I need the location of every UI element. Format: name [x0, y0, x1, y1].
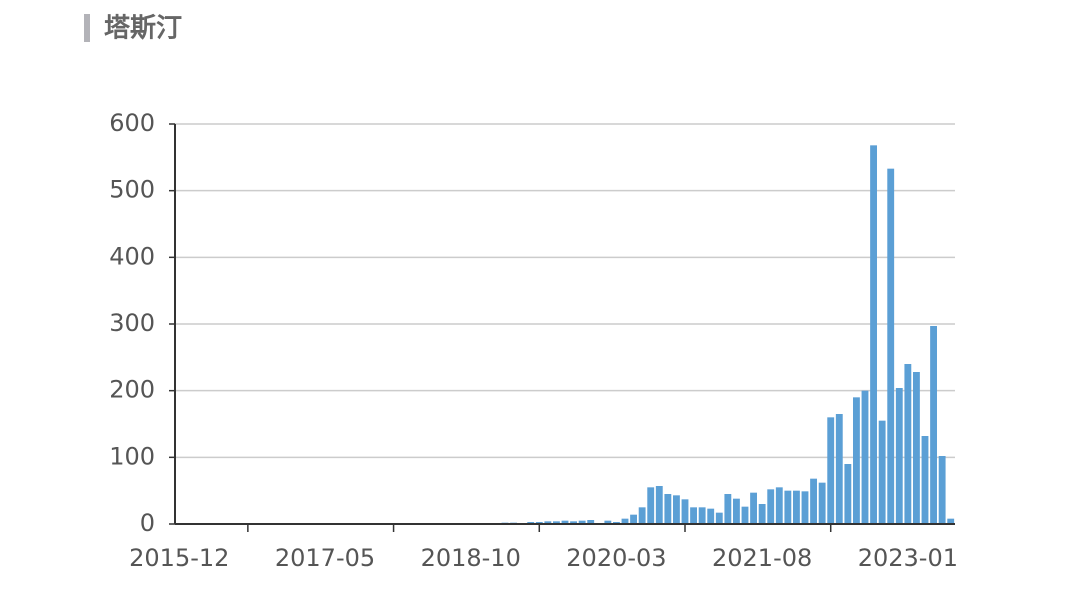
bar [861, 390, 869, 524]
x-tick-label: 2018-10 [421, 544, 521, 572]
bar [715, 512, 723, 524]
bar [647, 487, 655, 524]
bar [673, 495, 680, 524]
bar [570, 521, 577, 524]
bar [724, 494, 732, 524]
bar [827, 417, 835, 524]
bar [793, 490, 800, 524]
bar [578, 520, 586, 524]
bar [895, 388, 903, 524]
y-tick-label: 400 [109, 242, 155, 270]
y-tick-label: 0 [140, 509, 155, 537]
bar [775, 487, 783, 524]
bar [844, 464, 852, 524]
bar [921, 436, 929, 524]
bar [784, 490, 792, 524]
bar [887, 168, 895, 524]
bar [904, 364, 912, 524]
bar [878, 420, 886, 524]
bar [604, 520, 612, 524]
y-tick-label: 500 [109, 176, 155, 204]
x-tick-label: 2020-03 [566, 544, 666, 572]
y-tick-label: 200 [109, 376, 155, 404]
title-marker [84, 14, 90, 42]
bar [835, 414, 843, 524]
bar [947, 518, 955, 524]
bar [707, 508, 715, 524]
bar [810, 478, 817, 524]
bar [681, 499, 689, 524]
bar [818, 482, 826, 524]
bar [767, 489, 775, 524]
bar [913, 372, 920, 524]
bar [544, 521, 552, 524]
bar [690, 507, 697, 524]
x-tick-label: 2023-01 [858, 544, 958, 572]
bar [741, 506, 749, 524]
bar [630, 514, 637, 524]
bar [750, 492, 757, 524]
bar [733, 498, 740, 524]
bar [553, 521, 560, 524]
y-tick-label: 100 [109, 442, 155, 470]
x-tick-label: 2021-08 [712, 544, 812, 572]
bar [938, 456, 946, 524]
bar [587, 520, 595, 524]
bar [801, 491, 809, 524]
bar [870, 145, 877, 525]
bar [655, 486, 663, 524]
y-tick-label: 600 [109, 109, 155, 137]
bar [930, 326, 937, 524]
bar [561, 520, 569, 524]
bar [621, 518, 629, 524]
bar [853, 397, 860, 524]
y-tick-label: 300 [109, 309, 155, 337]
chart-title: 塔斯汀 [104, 14, 182, 44]
bar [638, 507, 646, 524]
bar [698, 507, 706, 524]
bar [664, 494, 672, 524]
bar [758, 504, 766, 524]
x-tick-label: 2015-12 [129, 544, 229, 572]
x-tick-label: 2017-05 [275, 544, 375, 572]
